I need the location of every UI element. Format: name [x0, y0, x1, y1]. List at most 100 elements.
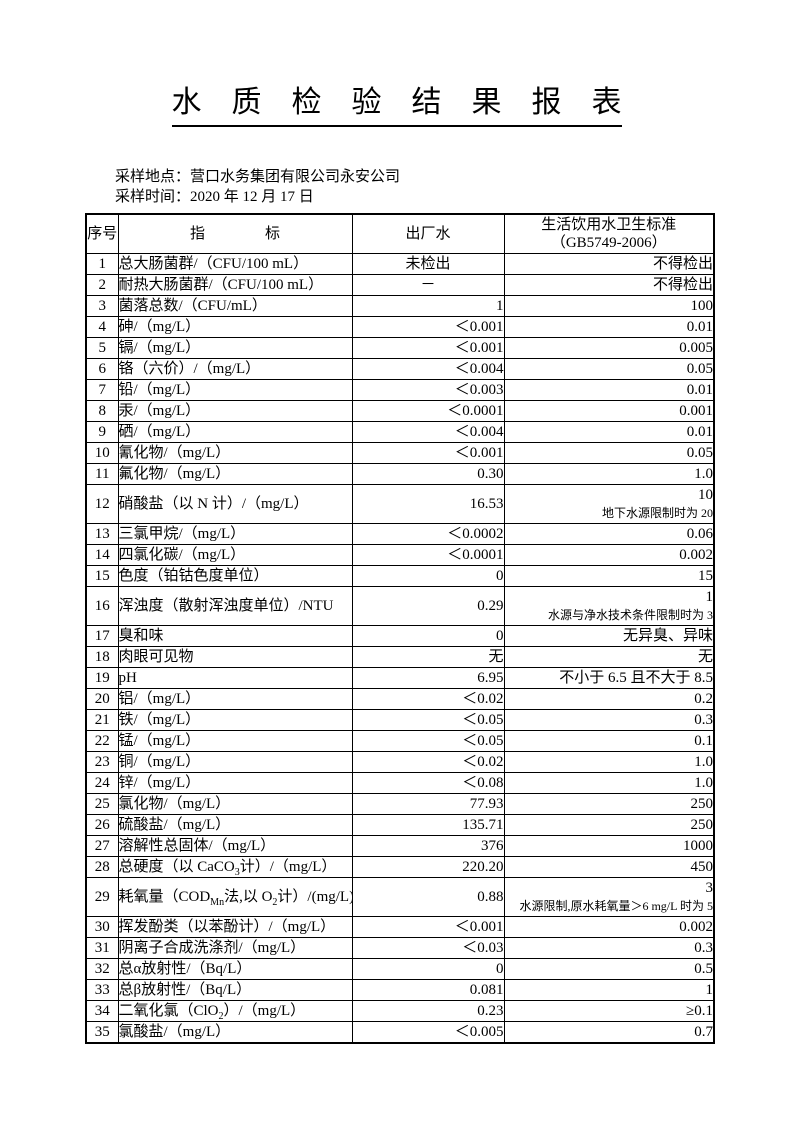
- row-number: 19: [85, 667, 119, 689]
- row-indicator: 总β放射性/（Bq/L）: [117, 979, 353, 1001]
- row-standard-value: 1.0: [694, 466, 713, 482]
- row-standard-value: 0.3: [694, 940, 713, 956]
- row-factory-value: ＜0.004: [351, 358, 505, 380]
- water-quality-table: 序号 指 标 出厂水 生活饮用水卫生标准 （GB5749-2006） 1 总大肠菌…: [85, 213, 715, 1044]
- sampling-time-value: 2020 年 12 月 17 日: [190, 189, 314, 205]
- row-indicator: 锰/（mg/L）: [117, 730, 353, 752]
- table-row: 22 锰/（mg/L） ＜0.05 0.1: [85, 730, 715, 752]
- row-number: 35: [85, 1021, 119, 1044]
- row-number: 12: [85, 484, 119, 524]
- row-factory-value: ＜0.05: [351, 709, 505, 731]
- row-standard-value: 0.1: [694, 733, 713, 749]
- row-standard-value: 0.7: [694, 1024, 713, 1040]
- row-number: 26: [85, 814, 119, 836]
- row-standard-note: 地下水源限制时为 20: [601, 506, 713, 520]
- row-number: 14: [85, 544, 119, 566]
- row-standard-note: 水源限制,原水耗氧量＞6 mg/L 时为 5: [519, 899, 713, 913]
- row-number: 6: [85, 358, 119, 380]
- row-standard-value: 0.2: [694, 691, 713, 707]
- row-indicator: 铜/（mg/L）: [117, 751, 353, 773]
- row-factory-value: 6.95: [351, 667, 505, 689]
- table-row: 21 铁/（mg/L） ＜0.05 0.3: [85, 709, 715, 731]
- row-standard-cell: 0.3: [503, 709, 715, 731]
- row-indicator: 三氯甲烷/（mg/L）: [117, 523, 353, 545]
- table-row: 12 硝酸盐（以 N 计）/（mg/L） 16.53 10 地下水源限制时为 20: [85, 484, 715, 524]
- table-row: 31 阴离子合成洗涤剂/（mg/L） ＜0.03 0.3: [85, 937, 715, 959]
- row-factory-value: ＜0.001: [351, 316, 505, 338]
- row-factory-value: ＜0.003: [351, 379, 505, 401]
- row-factory-value: ＜0.001: [351, 337, 505, 359]
- row-factory-value: 无: [351, 646, 505, 668]
- row-indicator: 镉/（mg/L）: [117, 337, 353, 359]
- row-number: 4: [85, 316, 119, 338]
- row-standard-cell: 1 水源与净水技术条件限制时为 3: [503, 586, 715, 626]
- row-indicator: 氰化物/（mg/L）: [117, 442, 353, 464]
- row-number: 32: [85, 958, 119, 980]
- table-row: 16 浑浊度（散射浑浊度单位）/NTU 0.29 1 水源与净水技术条件限制时为 3: [85, 586, 715, 626]
- row-factory-value: 0.88: [351, 877, 505, 917]
- row-factory-value: 0.23: [351, 1000, 505, 1022]
- row-standard-cell: 0.005: [503, 337, 715, 359]
- table-row: 25 氯化物/（mg/L） 77.93 250: [85, 793, 715, 815]
- row-standard-cell: 450: [503, 856, 715, 878]
- row-standard-cell: 0.002: [503, 916, 715, 938]
- row-factory-value: 未检出: [351, 253, 505, 275]
- row-factory-value: 0.081: [351, 979, 505, 1001]
- row-standard-value: 15: [698, 568, 713, 584]
- col-header-standard-line1: 生活饮用水卫生标准: [541, 217, 677, 233]
- row-standard-value: ≥0.1: [686, 1003, 713, 1019]
- row-factory-value: ＜0.004: [351, 421, 505, 443]
- table-row: 20 铝/（mg/L） ＜0.02 0.2: [85, 688, 715, 710]
- row-standard-value: 0.01: [686, 382, 713, 398]
- row-factory-value: 135.71: [351, 814, 505, 836]
- row-standard-cell: 0.3: [503, 937, 715, 959]
- table-row: 29 耗氧量（CODMn法,以 O2计）/(mg/L) 0.88 3 水源限制,原水耗氧…: [85, 877, 715, 917]
- row-number: 22: [85, 730, 119, 752]
- row-indicator: 肉眼可见物: [117, 646, 353, 668]
- table-row: 4 砷/（mg/L） ＜0.001 0.01: [85, 316, 715, 338]
- table-row: 35 氯酸盐/（mg/L） ＜0.005 0.7: [85, 1021, 715, 1044]
- row-standard-cell: 1.0: [503, 463, 715, 485]
- row-indicator: 色度（铂钴色度单位）: [117, 565, 353, 587]
- row-indicator: 砷/（mg/L）: [117, 316, 353, 338]
- row-number: 25: [85, 793, 119, 815]
- col-header-standard: 生活饮用水卫生标准 （GB5749-2006）: [503, 213, 715, 254]
- table-row: 2 耐热大肠菌群/（CFU/100 mL）－ 不得检出: [85, 274, 715, 296]
- row-standard-cell: 0.05: [503, 358, 715, 380]
- row-number: 7: [85, 379, 119, 401]
- row-standard-cell: 不小于 6.5 且不大于 8.5: [503, 667, 715, 689]
- row-standard-cell: 无异臭、异味: [503, 625, 715, 647]
- row-factory-value: ＜0.0002: [351, 523, 505, 545]
- row-number: 11: [85, 463, 119, 485]
- row-number: 2: [85, 274, 119, 296]
- row-standard-note: 水源与净水技术条件限制时为 3: [547, 608, 713, 622]
- table-row: 1 总大肠菌群/（CFU/100 mL） 未检出 不得检出: [85, 253, 715, 275]
- row-standard-cell: 无: [503, 646, 715, 668]
- table-row: 10 氰化物/（mg/L） ＜0.001 0.05: [85, 442, 715, 464]
- row-standard-cell: ≥0.1: [503, 1000, 715, 1022]
- row-standard-cell: 0.7: [503, 1021, 715, 1044]
- row-standard-value: 0.5: [694, 961, 713, 977]
- row-standard-cell: 15: [503, 565, 715, 587]
- table-row: 18 肉眼可见物无无: [85, 646, 715, 668]
- row-standard-value: 0.001: [679, 403, 713, 419]
- table-row: 11 氟化物/（mg/L） 0.30 1.0: [85, 463, 715, 485]
- row-indicator: 臭和味: [117, 625, 353, 647]
- row-indicator: 总大肠菌群/（CFU/100 mL）: [117, 253, 353, 275]
- row-factory-value: 220.20: [351, 856, 505, 878]
- row-standard-cell: 1: [503, 979, 715, 1001]
- row-indicator: 四氯化碳/（mg/L）: [117, 544, 353, 566]
- row-standard-cell: 0.5: [503, 958, 715, 980]
- row-indicator: 菌落总数/（CFU/mL）: [117, 295, 353, 317]
- table-row: 14 四氯化碳/（mg/L） ＜0.0001 0.002: [85, 544, 715, 566]
- row-number: 3: [85, 295, 119, 317]
- row-number: 21: [85, 709, 119, 731]
- row-number: 33: [85, 979, 119, 1001]
- row-standard-value: 100: [690, 298, 714, 314]
- row-factory-value: ＜0.001: [351, 442, 505, 464]
- row-standard-value: 1.0: [694, 775, 713, 791]
- sampling-location-label: 采样地点：: [115, 169, 191, 185]
- row-standard-cell: 1.0: [503, 751, 715, 773]
- row-number: 31: [85, 937, 119, 959]
- row-indicator: 汞/（mg/L）: [117, 400, 353, 422]
